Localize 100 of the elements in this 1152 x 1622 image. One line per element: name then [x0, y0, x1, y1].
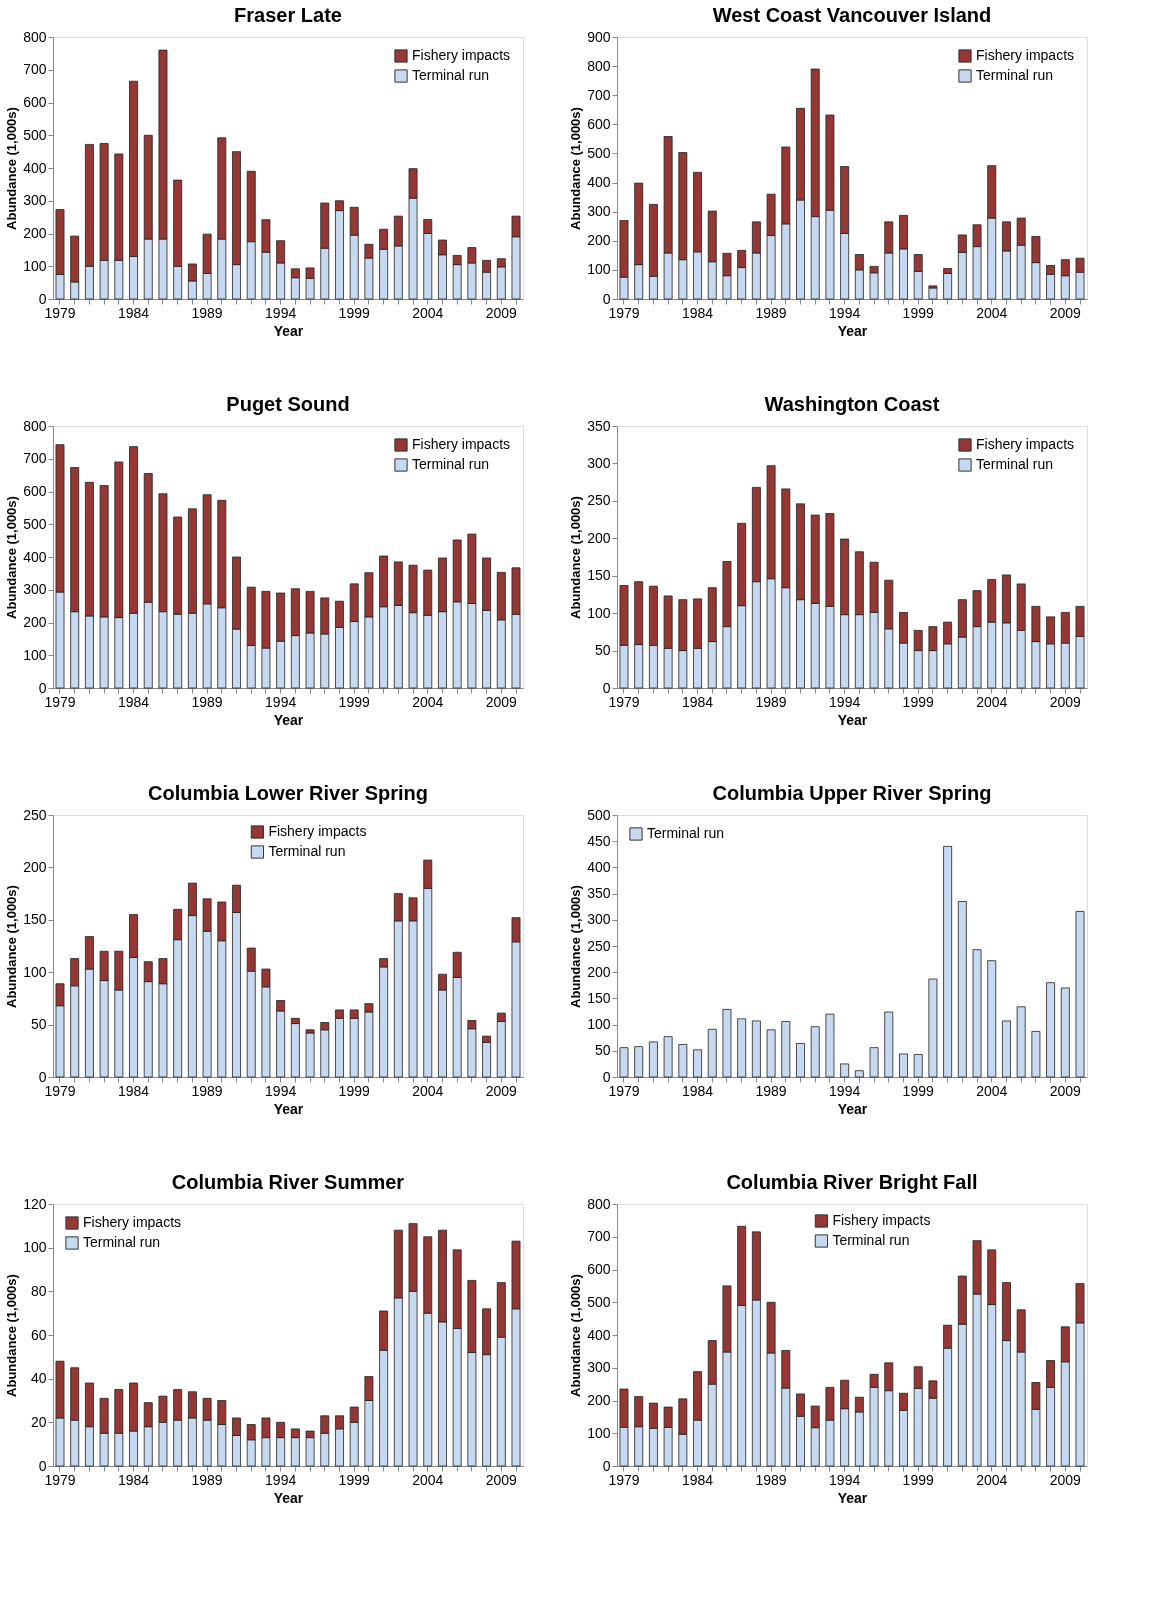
x-tick-label: 1994 — [829, 693, 861, 710]
y-tick-label: 300 — [587, 1359, 611, 1376]
x-tick-label: 2004 — [976, 1082, 1008, 1099]
y-tick-label: 800 — [23, 417, 47, 434]
x-axis-title: Year — [273, 322, 304, 339]
x-tick-label: 2009 — [485, 1471, 518, 1488]
x-tick-label: 1989 — [755, 693, 787, 710]
y-tick-label: 50 — [594, 642, 611, 659]
y-tick-label: 500 — [587, 144, 611, 161]
y-tick-label: 100 — [587, 604, 611, 621]
y-tick-label: 0 — [38, 679, 47, 696]
x-tick-label: 1989 — [755, 1471, 787, 1488]
y-tick-label: 200 — [587, 529, 611, 546]
bar — [619, 1047, 629, 1078]
bar — [869, 1047, 879, 1078]
legend-label: Terminal run — [83, 1234, 161, 1250]
bar — [854, 1070, 864, 1078]
x-axis-title: Year — [273, 711, 304, 728]
x-tick-label: 1999 — [338, 1471, 370, 1488]
x-tick-label: 2009 — [1049, 1082, 1082, 1099]
bar — [825, 1013, 835, 1078]
y-axis-title: Abundance (1,000s) — [4, 1274, 20, 1397]
x-tick-label: 1984 — [117, 1471, 150, 1488]
x-tick-label: 1984 — [681, 1471, 714, 1488]
y-tick-label: 700 — [587, 1228, 611, 1245]
bar — [707, 1028, 717, 1078]
y-tick-label: 0 — [602, 679, 611, 696]
legend-label: Fishery impacts — [412, 47, 511, 63]
y-tick-label: 0 — [38, 1068, 47, 1085]
bar — [751, 1020, 761, 1078]
legend-label: Terminal run — [412, 456, 490, 472]
y-tick-label: 300 — [23, 192, 47, 209]
x-tick-label: 1999 — [338, 304, 370, 321]
y-tick-label: 700 — [587, 86, 611, 103]
legend-label: Terminal run — [832, 1232, 910, 1248]
bar — [928, 287, 938, 300]
bar — [928, 978, 938, 1078]
x-tick-label: 1994 — [265, 693, 297, 710]
chart-title: Columbia River Bright Fall — [726, 1171, 978, 1193]
y-axis-title: Abundance (1,000s) — [568, 496, 584, 619]
bar — [943, 272, 953, 300]
x-axis-title: Year — [837, 1100, 868, 1117]
bar — [1002, 1020, 1011, 1078]
y-tick-label: 0 — [602, 290, 611, 307]
y-tick-label: 300 — [587, 454, 611, 471]
y-tick-label: 0 — [38, 290, 47, 307]
bar — [663, 1036, 673, 1078]
x-tick-label: 2009 — [485, 304, 518, 321]
y-tick-label: 400 — [587, 1326, 611, 1343]
y-tick-label: 350 — [587, 417, 611, 434]
y-tick-label: 800 — [587, 57, 611, 74]
x-tick-label: 1984 — [681, 1082, 714, 1099]
legend-label: Fishery impacts — [976, 436, 1075, 452]
x-tick-label: 1994 — [265, 304, 297, 321]
y-tick-label: 300 — [587, 911, 611, 928]
y-tick-label: 60 — [30, 1326, 47, 1343]
x-tick-label: 1979 — [44, 693, 76, 710]
x-tick-label: 2009 — [485, 693, 518, 710]
y-tick-label: 800 — [587, 1195, 611, 1212]
bar — [305, 1032, 315, 1078]
y-tick-label: 100 — [23, 646, 47, 663]
x-tick-label: 1994 — [829, 304, 861, 321]
x-tick-label: 1984 — [117, 693, 150, 710]
y-tick-label: 400 — [23, 159, 47, 176]
bar — [899, 1053, 908, 1078]
chart-title: Columbia River Summer — [171, 1171, 405, 1193]
bar — [1075, 911, 1085, 1078]
bar — [913, 1054, 923, 1078]
y-tick-label: 40 — [30, 1370, 47, 1387]
y-axis-title: Abundance (1,000s) — [4, 107, 20, 230]
x-tick-label: 2004 — [976, 304, 1008, 321]
legend-label: Terminal run — [976, 456, 1054, 472]
x-tick-label: 2009 — [1049, 304, 1082, 321]
y-tick-label: 250 — [23, 806, 47, 823]
bar — [1060, 987, 1070, 1078]
y-tick-label: 120 — [23, 1195, 47, 1212]
legend-label: Terminal run — [976, 67, 1054, 83]
x-tick-label: 2004 — [412, 304, 444, 321]
x-tick-label: 1989 — [755, 1082, 787, 1099]
y-axis-title: Abundance (1,000s) — [568, 885, 584, 1008]
y-tick-label: 600 — [23, 94, 47, 110]
y-tick-label: 200 — [23, 614, 47, 630]
y-tick-label: 500 — [23, 515, 47, 532]
x-tick-label: 1979 — [608, 1471, 640, 1488]
bar — [634, 1046, 644, 1078]
y-tick-label: 50 — [594, 1042, 611, 1059]
x-tick-label: 1979 — [44, 1082, 76, 1099]
x-axis-title: Year — [273, 1489, 304, 1506]
y-tick-label: 0 — [38, 1457, 47, 1474]
y-tick-label: 0 — [602, 1068, 611, 1085]
bar — [1046, 982, 1056, 1078]
y-axis-title: Abundance (1,000s) — [568, 107, 584, 230]
y-tick-label: 250 — [587, 937, 611, 954]
y-tick-label: 200 — [587, 1392, 611, 1408]
legend-label: Fishery impacts — [976, 47, 1075, 63]
chart-title: West Coast Vancouver Island — [712, 4, 992, 26]
y-tick-label: 900 — [587, 28, 611, 45]
chart-title: Fraser Late — [234, 4, 342, 26]
x-axis-title: Year — [837, 711, 868, 728]
legend-label: Fishery impacts — [832, 1212, 931, 1228]
